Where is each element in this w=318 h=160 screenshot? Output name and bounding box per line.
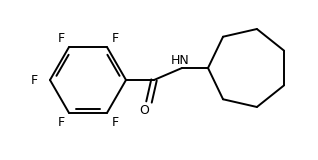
Text: HN: HN [171,53,190,67]
Text: F: F [111,32,119,45]
Text: F: F [58,32,65,45]
Text: F: F [111,116,119,129]
Text: O: O [139,104,149,116]
Text: F: F [31,73,38,87]
Text: F: F [58,116,65,129]
